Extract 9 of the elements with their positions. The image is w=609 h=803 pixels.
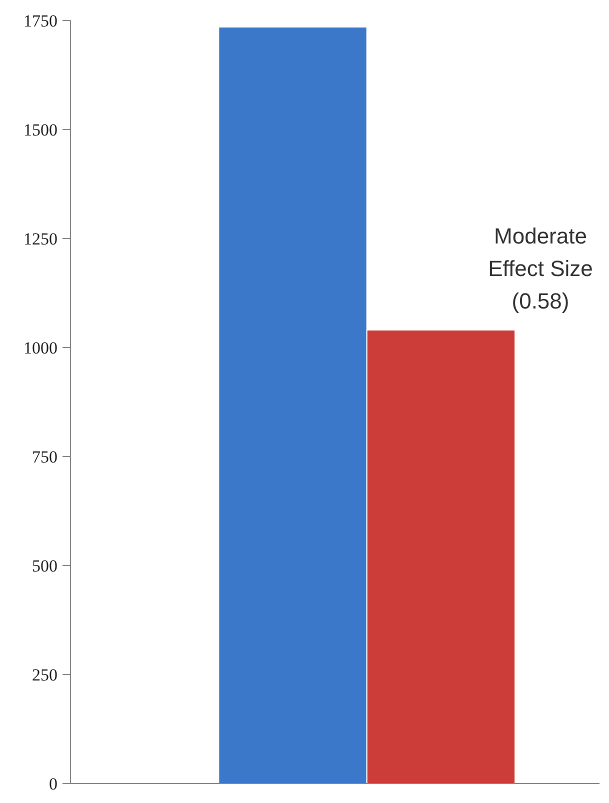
y-tick-label: 1500 [24,120,58,140]
y-tick-label: 250 [32,666,58,684]
annotation: Moderate Effect Size (0.58) [488,224,593,314]
y-tick-label: 500 [32,556,58,576]
y-tick-label: 1250 [24,230,58,248]
y-tick-label: 1000 [24,338,58,358]
y-tick-label: 1750 [24,12,58,30]
y-tick-label: 750 [32,448,58,466]
y-tick-label: 0 [49,774,58,794]
